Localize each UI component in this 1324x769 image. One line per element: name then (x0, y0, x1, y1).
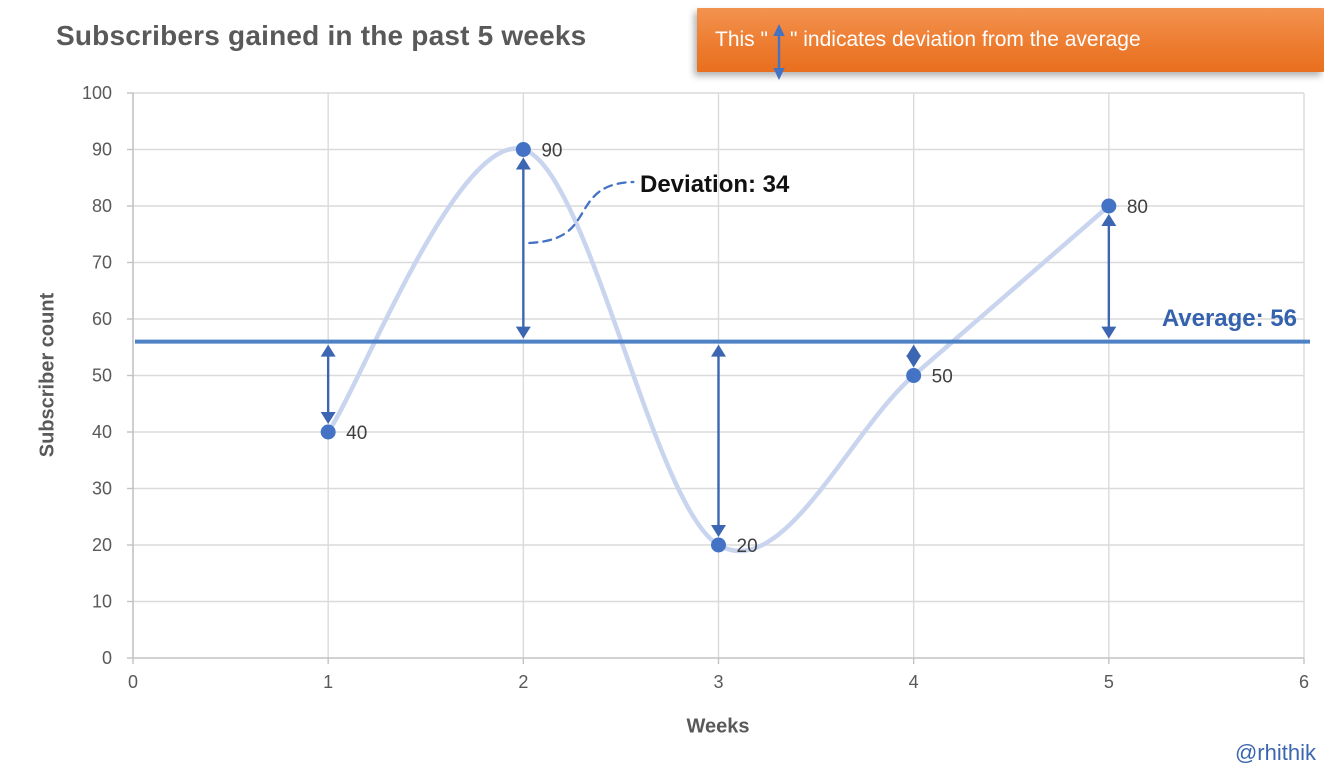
deviation-arrowhead-down (1101, 326, 1117, 339)
x-tick-label: 0 (128, 672, 138, 692)
deviation-arrowhead-down (906, 355, 922, 368)
data-point-value-label: 80 (1127, 197, 1148, 218)
y-tick-label: 50 (92, 366, 112, 386)
banner-text-suffix: " indicates deviation from the average (789, 28, 1141, 51)
y-tick-label: 20 (92, 535, 112, 555)
y-tick-label: 70 (92, 253, 112, 273)
average-line-label: Average: 56 (1161, 305, 1297, 332)
deviation-arrowhead-up (320, 344, 336, 357)
y-tick-label: 10 (92, 592, 112, 612)
data-point-value-label: 40 (346, 423, 367, 444)
y-tick-label: 30 (92, 479, 112, 499)
x-tick-label: 1 (323, 672, 333, 692)
y-tick-label: 100 (82, 83, 112, 103)
x-axis-title: Weeks (686, 715, 750, 738)
double-vertical-arrow-icon (770, 24, 788, 80)
data-point-value-label: 20 (737, 536, 758, 557)
deviation-arrowhead-down (515, 326, 531, 339)
banner-text-prefix: This " (715, 28, 768, 51)
data-point-value-label: 50 (932, 367, 953, 388)
x-tick-label: 4 (909, 672, 919, 692)
y-axis-title: Subscriber count (36, 292, 59, 458)
x-tick-label: 2 (518, 672, 528, 692)
y-tick-label: 60 (92, 309, 112, 329)
y-tick-label: 40 (92, 422, 112, 442)
y-tick-label: 80 (92, 196, 112, 216)
author-watermark: @rhithik (1234, 740, 1316, 765)
deviation-arrowhead-up (1101, 214, 1117, 226)
chart-title: Subscribers gained in the past 5 weeks (56, 20, 587, 51)
data-point-value-label: 90 (541, 141, 562, 162)
deviation-arrowhead-up (515, 157, 531, 170)
x-tick-label: 5 (1104, 672, 1114, 692)
y-tick-label: 0 (102, 648, 112, 668)
data-point (906, 368, 922, 383)
deviation-legend-banner: This " " indicates deviation from the ave… (697, 8, 1324, 80)
x-tick-label: 3 (713, 672, 723, 692)
data-point (711, 537, 726, 553)
deviation-arrowhead-up (906, 344, 922, 357)
data-point (320, 424, 336, 440)
subscriber-curve (325, 146, 1112, 554)
x-tick-label: 6 (1299, 672, 1309, 692)
deviation-arrowhead-down (711, 525, 726, 537)
data-point (1101, 198, 1117, 214)
y-tick-label: 90 (92, 140, 112, 160)
data-point (515, 142, 531, 157)
deviation-callout-dash (528, 180, 635, 245)
deviation-arrowhead-down (320, 412, 336, 424)
deviation-annotation-label: Deviation: 34 (640, 171, 790, 198)
deviation-arrowhead-up (711, 344, 726, 357)
